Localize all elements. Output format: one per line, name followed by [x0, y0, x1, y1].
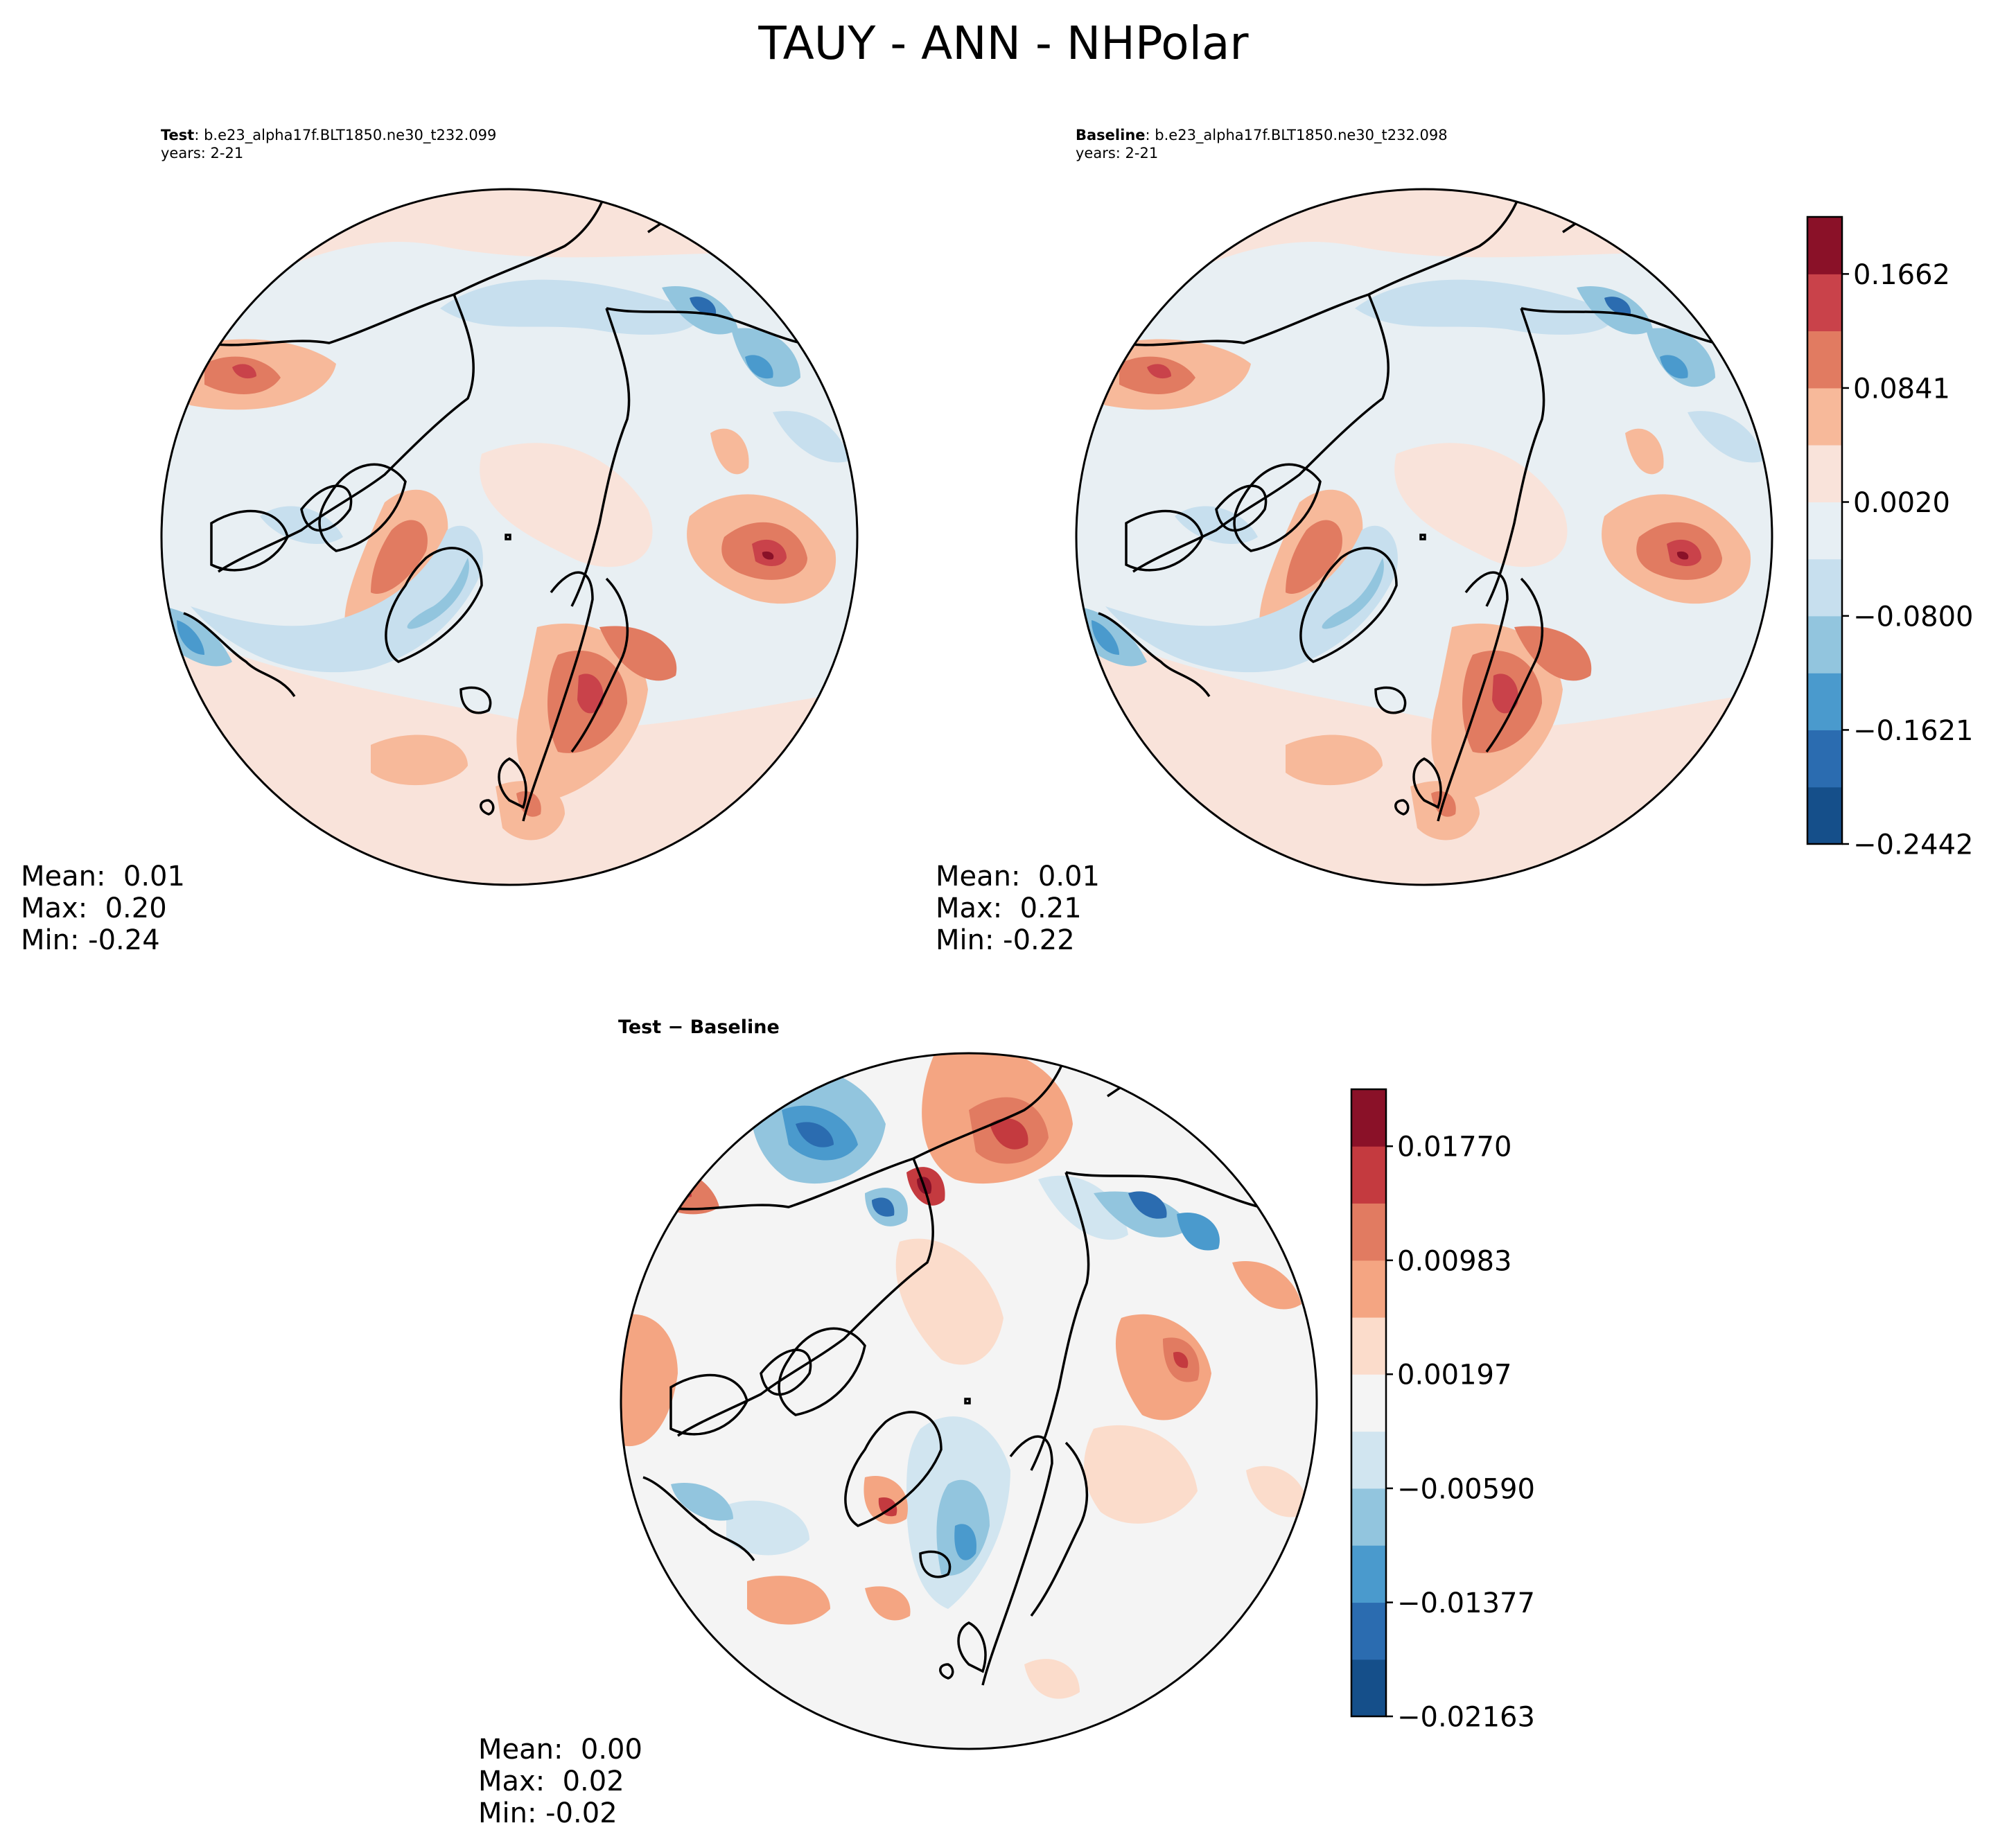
colorbar-top-segment: [1807, 274, 1842, 332]
colorbar-difference-segment: [1351, 1431, 1386, 1489]
colorbar-top-segment: [1807, 387, 1842, 446]
figure-title: TAUY - ANN - NHPolar: [758, 17, 1249, 70]
colorbar-difference-segment: [1351, 1317, 1386, 1375]
test-subtitle: Test: b.e23_alpha17f.BLT1850.ne30_t232.0…: [161, 127, 497, 161]
colorbar-top-segment: [1807, 730, 1842, 788]
baseline-max: Max: 0.21: [936, 892, 1082, 924]
colorbar-top-tick-label: −0.1621: [1853, 715, 1973, 747]
colorbar-top-frame: [1806, 215, 1843, 845]
colorbar-top-segment: [1807, 217, 1842, 274]
test-stats: Mean: 0.01 Max: 0.20 Min: -0.24: [21, 861, 185, 956]
baseline-case-name: b.e23_alpha17f.BLT1850.ne30_t232.098: [1155, 127, 1448, 143]
colorbar-difference-segment: [1351, 1260, 1386, 1318]
colorbar-difference-tick-label: −0.02163: [1397, 1701, 1535, 1733]
colorbar-difference-tick-label: −0.00590: [1397, 1473, 1535, 1505]
test-case-name: b.e23_alpha17f.BLT1850.ne30_t232.099: [204, 127, 497, 143]
colorbar-difference-segment: [1351, 1545, 1386, 1603]
colorbar-difference-tick-label: −0.01377: [1397, 1587, 1535, 1619]
test-mean: Mean: 0.01: [21, 861, 185, 892]
test-max: Max: 0.20: [21, 892, 167, 924]
test-years: years: 2-21: [161, 145, 244, 161]
difference-map: [620, 1052, 1318, 1750]
colorbar-top-segment: [1807, 331, 1842, 389]
colorbar-difference-segment: [1351, 1659, 1386, 1717]
colorbar-difference-tick-label: 0.00197: [1397, 1359, 1511, 1391]
test-min: Min: -0.24: [21, 924, 160, 956]
difference-subtitle: Test − Baseline: [618, 1017, 780, 1038]
colorbar-difference-segment: [1351, 1488, 1386, 1546]
colorbar-top: 0.1662 0.0841 0.0020 −0.0800 −0.1621 −0.2442: [1806, 215, 1973, 861]
colorbar-difference-segment: [1351, 1374, 1386, 1432]
colorbar-top-tick-label: 0.0020: [1853, 487, 1950, 519]
difference-run-label: Test: [618, 1017, 662, 1038]
colorbar-difference-segment: [1351, 1602, 1386, 1660]
difference-run-label-2: Baseline: [690, 1017, 780, 1038]
colorbar-top-tick-label: −0.0800: [1853, 601, 1973, 633]
colorbar-top-tick-label: −0.2442: [1853, 829, 1973, 861]
colorbar-top-segment: [1807, 673, 1842, 730]
baseline-map: [1075, 188, 1773, 886]
baseline-run-label: Baseline: [1076, 127, 1146, 143]
test-run-label: Test: [161, 127, 195, 143]
colorbar-difference-tick-label: 0.01770: [1397, 1132, 1511, 1163]
colorbar-difference-segment: [1351, 1089, 1386, 1147]
colorbar-top-segment: [1807, 445, 1842, 503]
baseline-min: Min: -0.22: [936, 924, 1075, 956]
colorbar-difference-frame: [1350, 1088, 1387, 1718]
colorbar-top-segment: [1807, 558, 1842, 617]
colorbar-top-tick-label: 0.1662: [1853, 259, 1950, 291]
colorbar-difference-segment: [1351, 1146, 1386, 1204]
colorbar-top-segment: [1807, 615, 1842, 674]
difference-mean: Mean: 0.00: [478, 1734, 642, 1766]
colorbar-top-segment: [1807, 502, 1842, 560]
difference-min: Min: -0.02: [478, 1797, 617, 1829]
colorbar-top-segment: [1807, 786, 1842, 845]
difference-max: Max: 0.02: [478, 1766, 624, 1797]
difference-operator: −: [667, 1017, 684, 1038]
baseline-years: years: 2-21: [1076, 145, 1159, 161]
colorbar-difference-tick-label: 0.00983: [1397, 1245, 1511, 1277]
colorbar-difference-segment: [1351, 1203, 1386, 1261]
test-map: [160, 188, 859, 886]
colorbar-top-tick-label: 0.0841: [1853, 373, 1950, 405]
baseline-subtitle: Baseline: b.e23_alpha17f.BLT1850.ne30_t2…: [1076, 127, 1448, 161]
baseline-mean: Mean: 0.01: [936, 861, 1100, 892]
colorbar-difference: 0.01770 0.00983 0.00197 −0.00590 −0.01377 −0.…: [1350, 1088, 1535, 1733]
baseline-stats: Mean: 0.01 Max: 0.21 Min: -0.22: [936, 861, 1100, 956]
difference-stats: Mean: 0.00 Max: 0.02 Min: -0.02: [478, 1734, 642, 1829]
